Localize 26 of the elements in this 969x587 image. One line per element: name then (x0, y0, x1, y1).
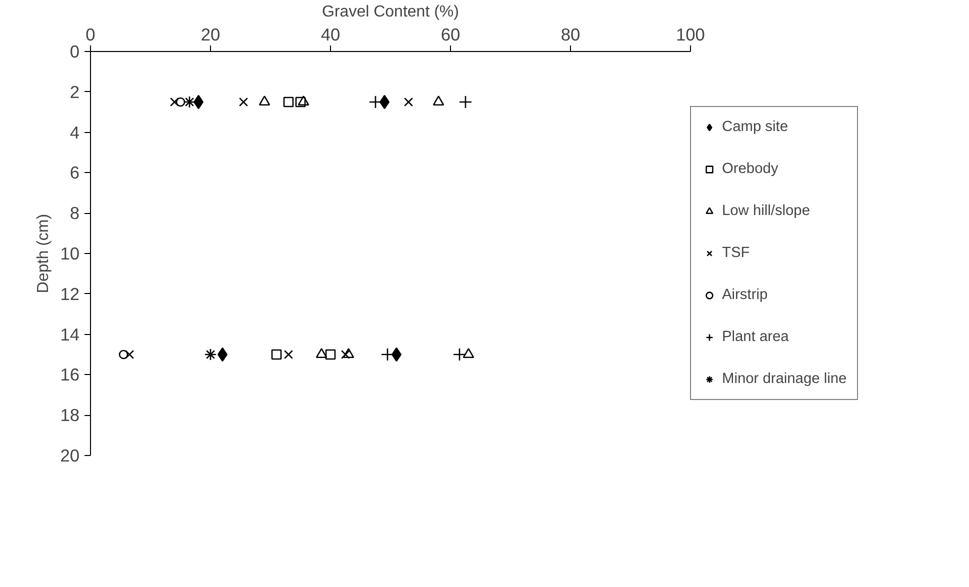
x-tick-label: 100 (676, 24, 705, 44)
x-tick-label: 60 (440, 24, 460, 44)
legend-label: Minor drainage line (722, 371, 847, 387)
x-axis-title: Gravel Content (%) (322, 4, 459, 20)
x-tick-label: 20 (200, 24, 220, 44)
legend-label: Low hill/slope (722, 203, 810, 219)
y-tick-label: 8 (70, 203, 80, 224)
y-tick-label: 0 (70, 42, 80, 62)
y-tick-label: 20 (60, 446, 80, 466)
y-tick-label: 12 (60, 284, 80, 304)
legend-label: Camp site (722, 119, 788, 135)
legend-label: Plant area (722, 329, 789, 345)
y-tick-label: 18 (60, 405, 80, 426)
x-tick-label: 0 (86, 24, 96, 44)
x-tick-label: 40 (320, 24, 340, 44)
y-tick-label: 6 (70, 162, 80, 183)
y-tick-label: 2 (70, 82, 80, 102)
y-axis-title: Depth (cm) (35, 214, 52, 294)
y-tick-label: 10 (60, 244, 80, 264)
legend-label: Airstrip (722, 287, 768, 303)
y-tick-label: 4 (70, 122, 80, 142)
y-tick-label: 16 (60, 364, 80, 385)
legend-label: TSF (722, 245, 750, 261)
x-tick-label: 80 (560, 24, 580, 44)
y-tick-label: 14 (60, 324, 80, 344)
legend-label: Orebody (722, 161, 778, 177)
